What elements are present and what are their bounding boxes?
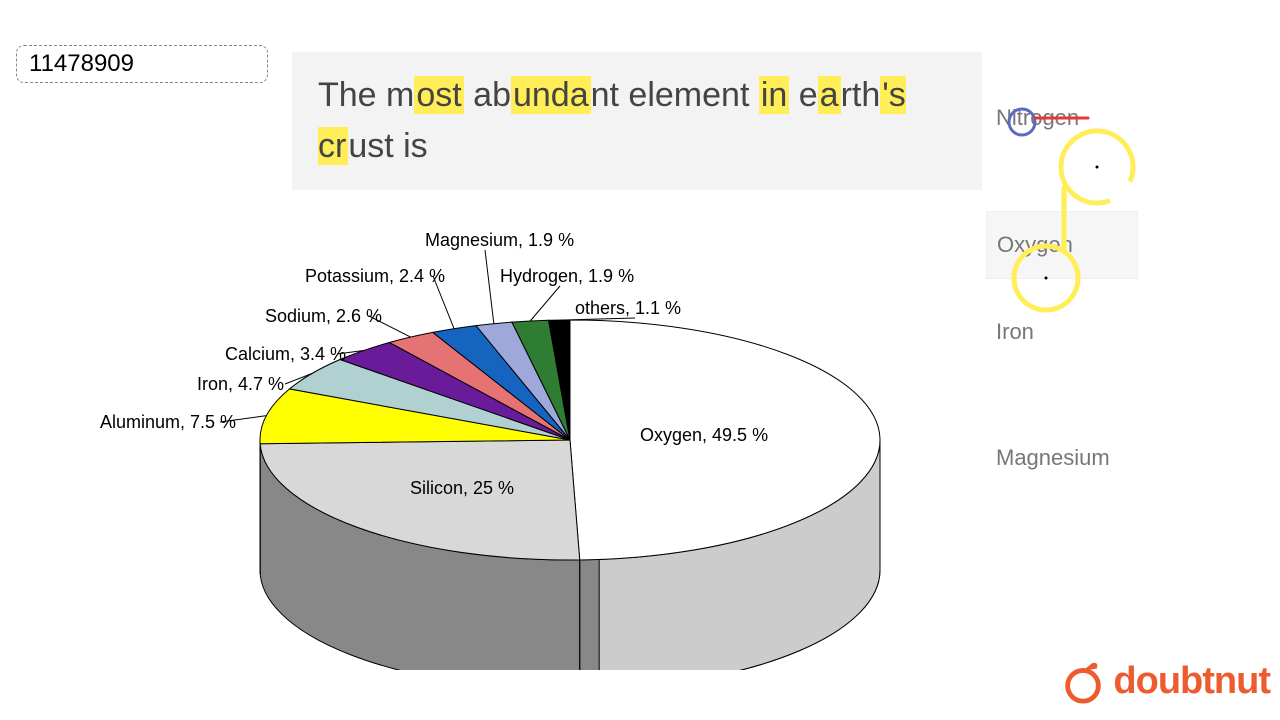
id-text: 11478909	[29, 50, 134, 78]
q-m1: ab	[464, 76, 511, 114]
q-m2: nt element	[591, 76, 759, 114]
q-p1: The m	[318, 76, 414, 114]
q-h3: in	[759, 76, 789, 114]
id-box: 11478909	[16, 45, 268, 83]
slice-label: Magnesium, 1.9 %	[425, 230, 574, 251]
slice-label: Iron, 4.7 %	[197, 374, 284, 395]
slice-label: Hydrogen, 1.9 %	[500, 266, 634, 287]
slice-label: Aluminum, 7.5 %	[100, 412, 236, 433]
q-m4: rth	[841, 76, 881, 114]
slice-label: Silicon, 25 %	[410, 478, 514, 499]
logo-text: doubtnut	[1113, 660, 1270, 703]
pie-chart: Oxygen, 49.5 % Silicon, 25 % Aluminum, 7.5…	[90, 220, 910, 670]
slice-label: Potassium, 2.4 %	[305, 266, 445, 287]
answer-option[interactable]: Nitrogen	[986, 85, 1138, 151]
answer-option[interactable]: Oxygen	[986, 211, 1138, 279]
logo-icon	[1059, 657, 1107, 705]
slice-label: others, 1.1 %	[575, 298, 681, 319]
slice-label: Sodium, 2.6 %	[265, 306, 382, 327]
pie-chart-svg	[90, 220, 910, 670]
q-m3: e	[789, 76, 817, 114]
q-h2: unda	[511, 76, 591, 114]
q-m5: ust is	[348, 127, 427, 165]
answer-option[interactable]: Iron	[986, 299, 1138, 365]
slice-label: Calcium, 3.4 %	[225, 344, 346, 365]
answer-option[interactable]: Magnesium	[986, 425, 1138, 491]
q-h4: a	[818, 76, 841, 114]
answer-options: Nitrogen Oxygen Iron Magnesium	[986, 85, 1138, 503]
slice-label: Oxygen, 49.5 %	[640, 425, 768, 446]
question-text: The most abundant element in earth's cru…	[292, 52, 982, 190]
doubtnut-logo: doubtnut	[1059, 657, 1270, 705]
q-h1: ost	[414, 76, 463, 114]
